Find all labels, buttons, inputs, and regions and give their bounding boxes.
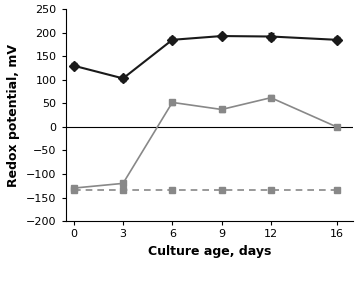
Y-axis label: Redox potential, mV: Redox potential, mV <box>7 44 20 187</box>
X-axis label: Culture age, days: Culture age, days <box>148 245 271 258</box>
